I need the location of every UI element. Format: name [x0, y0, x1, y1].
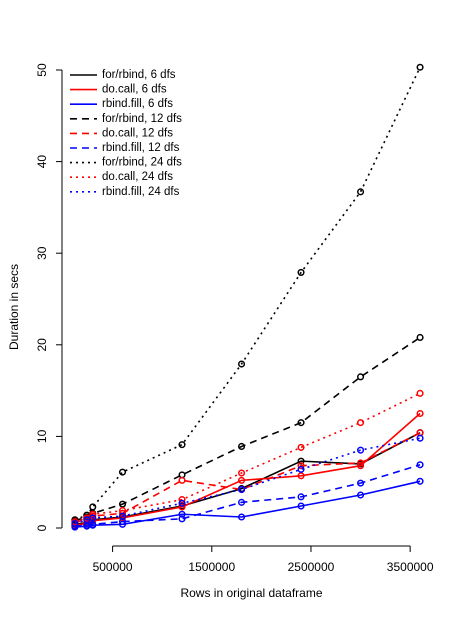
- data-point: [297, 465, 305, 473]
- data-point: [297, 419, 305, 427]
- data-point: [118, 512, 127, 520]
- data-point: [89, 503, 97, 511]
- series-line: [74, 432, 421, 524]
- y-tick-label: 0: [35, 524, 49, 531]
- data-point: [357, 491, 365, 499]
- data-point: [237, 513, 246, 521]
- data-point: [178, 496, 186, 504]
- data-point: [237, 476, 246, 484]
- data-point: [118, 468, 127, 476]
- legend-label: rbind.fill, 6 dfs: [102, 98, 173, 110]
- data-point: [89, 520, 97, 528]
- data-point: [178, 515, 186, 523]
- data-point: [416, 389, 424, 397]
- data-point: [178, 499, 186, 507]
- y-tick-label: 10: [35, 429, 49, 443]
- data-point: [357, 419, 365, 427]
- legend-item: rbind.fill, 6 dfs: [70, 98, 173, 110]
- data-point: [297, 472, 305, 480]
- series-4: [71, 333, 424, 525]
- data-point: [118, 500, 127, 508]
- data-point: [357, 373, 365, 381]
- legend-item: for/rbind, 12 dfs: [70, 113, 182, 125]
- data-point: [237, 485, 246, 494]
- legend-item: rbind.fill, 12 dfs: [70, 142, 180, 154]
- data-point: [297, 493, 305, 501]
- legend-item: rbind.fill, 24 dfs: [70, 186, 180, 198]
- legend-label: for/rbind, 12 dfs: [102, 113, 182, 125]
- data-point: [297, 502, 305, 510]
- x-tick-label: 3500000: [387, 560, 434, 574]
- legend-label: do.call, 6 dfs: [102, 84, 167, 96]
- data-point: [357, 446, 365, 454]
- legend: for/rbind, 6 dfs do.call, 6 dfs rbind.fill…: [70, 69, 182, 198]
- y-tick-label: 30: [35, 246, 49, 260]
- data-point: [237, 498, 246, 506]
- data-point: [297, 457, 305, 465]
- y-axis-title: Duration in secs: [7, 264, 21, 350]
- data-point: [416, 434, 424, 442]
- data-point: [357, 188, 365, 196]
- data-point: [297, 443, 305, 451]
- data-point: [416, 409, 424, 418]
- series-line: [74, 392, 421, 523]
- legend-item: for/rbind, 24 dfs: [70, 157, 182, 169]
- data-point: [89, 510, 97, 518]
- legend-label: rbind.fill, 24 dfs: [102, 186, 180, 198]
- data-point: [178, 441, 186, 449]
- data-point: [297, 268, 305, 276]
- series-line: [74, 464, 421, 527]
- x-tick-label: 1500000: [188, 560, 235, 574]
- axes: 500000 1500000 2500000 3500000 0 10 20 30 40 50: [35, 63, 434, 574]
- y-tick-label: 50: [35, 63, 49, 77]
- series-9: [71, 434, 424, 527]
- legend-label: for/rbind, 6 dfs: [102, 69, 176, 81]
- y-tick-label: 40: [35, 155, 49, 169]
- legend-item: do.call, 12 dfs: [70, 127, 173, 139]
- data-point: [416, 477, 424, 485]
- data-point: [357, 479, 365, 487]
- data-point: [357, 459, 365, 467]
- legend-item: do.call, 6 dfs: [70, 84, 167, 96]
- data-point: [83, 516, 91, 524]
- x-tick-label: 2500000: [288, 560, 335, 574]
- data-point: [237, 360, 246, 368]
- x-axis-ticks: 500000 1500000 2500000 3500000: [93, 546, 434, 574]
- data-point: [237, 442, 246, 451]
- data-point: [297, 462, 305, 470]
- data-point: [178, 510, 186, 518]
- legend-label: for/rbind, 24 dfs: [102, 157, 182, 169]
- data-point: [178, 476, 186, 484]
- data-point: [416, 461, 424, 469]
- legend-label: do.call, 12 dfs: [102, 127, 173, 139]
- legend-label: rbind.fill, 12 dfs: [102, 142, 180, 154]
- legend-item: do.call, 24 dfs: [70, 171, 173, 183]
- x-tick-label: 500000: [93, 560, 133, 574]
- data-point: [416, 63, 424, 71]
- x-axis-title: Rows in original dataframe: [180, 586, 322, 600]
- legend-label: do.call, 24 dfs: [102, 171, 173, 183]
- series-layer: [71, 63, 424, 531]
- data-point: [416, 333, 424, 342]
- data-point: [89, 514, 97, 522]
- y-axis-ticks: 0 10 20 30 40 50: [35, 63, 62, 531]
- series-line: [74, 480, 421, 528]
- data-point: [237, 469, 246, 477]
- data-point: [118, 520, 127, 528]
- y-tick-label: 20: [35, 338, 49, 352]
- data-point: [71, 519, 79, 527]
- legend-item: for/rbind, 6 dfs: [70, 69, 176, 81]
- data-point: [178, 503, 186, 511]
- series-line: [74, 437, 421, 525]
- series-6: [71, 461, 424, 530]
